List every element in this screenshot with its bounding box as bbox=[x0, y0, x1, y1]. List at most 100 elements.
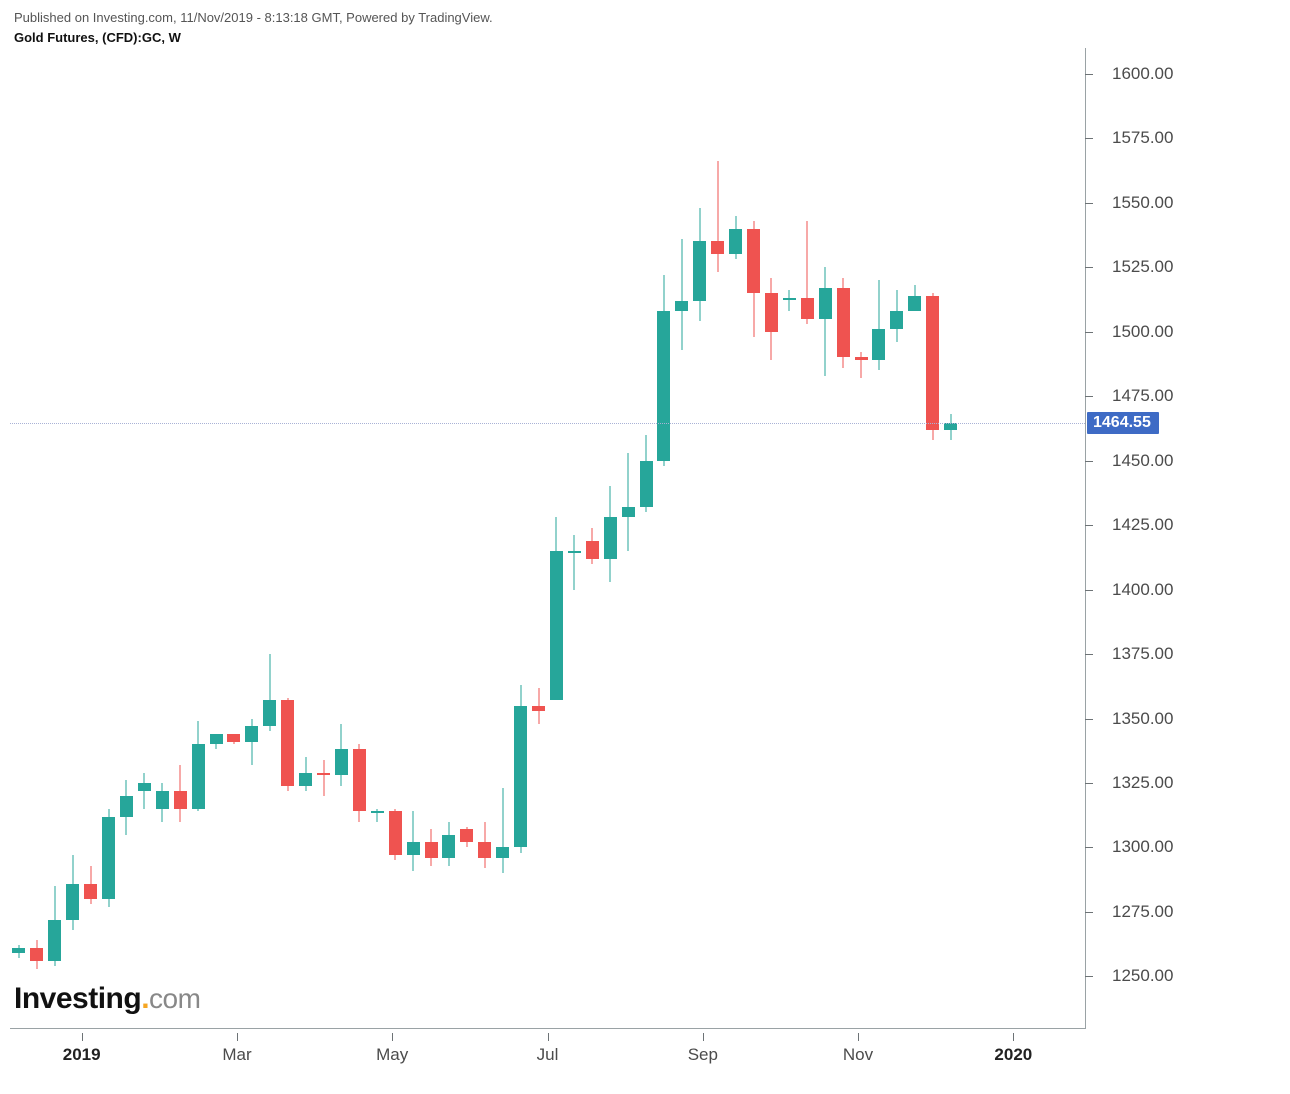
y-axis-label: 1575.00 bbox=[1112, 128, 1173, 148]
candle bbox=[30, 940, 43, 968]
candle bbox=[120, 780, 133, 834]
candle-wick bbox=[413, 811, 414, 870]
candle bbox=[353, 744, 366, 821]
x-tick-mark bbox=[82, 1033, 83, 1041]
candle-body bbox=[622, 507, 635, 517]
candle-body bbox=[138, 783, 151, 791]
candle-body bbox=[890, 311, 903, 329]
x-tick-mark bbox=[858, 1033, 859, 1041]
candle bbox=[765, 278, 778, 361]
candle-body bbox=[819, 288, 832, 319]
y-tick-mark bbox=[1085, 654, 1093, 655]
publish-meta: Published on Investing.com, 11/Nov/2019 … bbox=[14, 10, 493, 25]
candlestick-chart[interactable] bbox=[10, 48, 1086, 1029]
x-axis-label: Jul bbox=[537, 1045, 559, 1065]
y-tick-mark bbox=[1085, 719, 1093, 720]
candle bbox=[245, 719, 258, 765]
candle-wick bbox=[789, 290, 790, 311]
candle bbox=[138, 773, 151, 809]
candle bbox=[801, 221, 814, 324]
logo-dot: . bbox=[141, 982, 149, 1015]
candle-body bbox=[550, 551, 563, 701]
y-axis-label: 1325.00 bbox=[1112, 773, 1173, 793]
candle bbox=[514, 685, 527, 853]
candle-body bbox=[389, 811, 402, 855]
candle bbox=[604, 486, 617, 581]
candle bbox=[425, 829, 438, 865]
candle-body bbox=[837, 288, 850, 358]
candle-body bbox=[532, 706, 545, 711]
candle-body bbox=[120, 796, 133, 817]
candle bbox=[872, 280, 885, 370]
x-axis: 2019MarMayJulSepNov2020 bbox=[10, 1033, 1085, 1083]
candle-body bbox=[263, 700, 276, 726]
candle bbox=[317, 760, 330, 796]
logo-com: com bbox=[149, 983, 200, 1014]
y-axis-label: 1500.00 bbox=[1112, 322, 1173, 342]
x-tick-mark bbox=[1013, 1033, 1014, 1041]
candle bbox=[156, 783, 169, 822]
candle bbox=[102, 809, 115, 907]
y-tick-mark bbox=[1085, 74, 1093, 75]
candle-wick bbox=[144, 773, 145, 809]
candle bbox=[66, 855, 79, 930]
candle-wick bbox=[502, 788, 503, 873]
candle bbox=[908, 285, 921, 311]
candle-body bbox=[156, 791, 169, 809]
chart-interval: W bbox=[169, 30, 181, 45]
candle-body bbox=[747, 229, 760, 293]
y-axis-label: 1525.00 bbox=[1112, 257, 1173, 277]
y-tick-mark bbox=[1085, 525, 1093, 526]
candle bbox=[210, 734, 223, 749]
candle-body bbox=[729, 229, 742, 255]
candle bbox=[675, 239, 688, 350]
candle bbox=[299, 757, 312, 791]
candle bbox=[84, 866, 97, 905]
candle-wick bbox=[717, 161, 718, 272]
x-tick-mark bbox=[703, 1033, 704, 1041]
y-axis-label: 1300.00 bbox=[1112, 837, 1173, 857]
y-axis-label: 1250.00 bbox=[1112, 966, 1173, 986]
chart-title: Gold Futures, (CFD):GC, W bbox=[14, 30, 181, 45]
candle-wick bbox=[681, 239, 682, 350]
y-axis-label: 1425.00 bbox=[1112, 515, 1173, 535]
x-axis-label: Mar bbox=[222, 1045, 251, 1065]
candle-body bbox=[604, 517, 617, 558]
candle bbox=[496, 788, 509, 873]
candle bbox=[729, 216, 742, 260]
y-tick-mark bbox=[1085, 332, 1093, 333]
candle-body bbox=[908, 296, 921, 311]
candle bbox=[837, 278, 850, 368]
logo-invest: Investing bbox=[14, 982, 141, 1015]
candle bbox=[622, 453, 635, 551]
candle-body bbox=[299, 773, 312, 786]
candle-body bbox=[335, 749, 348, 775]
candle bbox=[192, 721, 205, 811]
candle-wick bbox=[628, 453, 629, 551]
candle bbox=[747, 221, 760, 337]
x-axis-label: 2020 bbox=[994, 1045, 1032, 1065]
candle-body bbox=[48, 920, 61, 961]
candle-body bbox=[478, 842, 491, 857]
candle bbox=[227, 734, 240, 744]
candle-body bbox=[460, 829, 473, 842]
y-tick-mark bbox=[1085, 267, 1093, 268]
candle-body bbox=[855, 357, 868, 360]
y-axis-label: 1550.00 bbox=[1112, 193, 1173, 213]
candle-body bbox=[371, 811, 384, 813]
candle bbox=[657, 275, 670, 466]
candle-body bbox=[926, 296, 939, 430]
candle-wick bbox=[574, 535, 575, 589]
candle bbox=[48, 886, 61, 966]
current-price-tag: 1464.55 bbox=[1087, 412, 1159, 434]
candle-body bbox=[675, 301, 688, 311]
candle bbox=[944, 414, 957, 440]
x-axis-label: Sep bbox=[688, 1045, 718, 1065]
y-tick-mark bbox=[1085, 138, 1093, 139]
y-tick-mark bbox=[1085, 847, 1093, 848]
y-axis-label: 1600.00 bbox=[1112, 64, 1173, 84]
candle-body bbox=[12, 948, 25, 953]
candle-body bbox=[317, 773, 330, 776]
y-tick-mark bbox=[1085, 461, 1093, 462]
x-tick-mark bbox=[548, 1033, 549, 1041]
